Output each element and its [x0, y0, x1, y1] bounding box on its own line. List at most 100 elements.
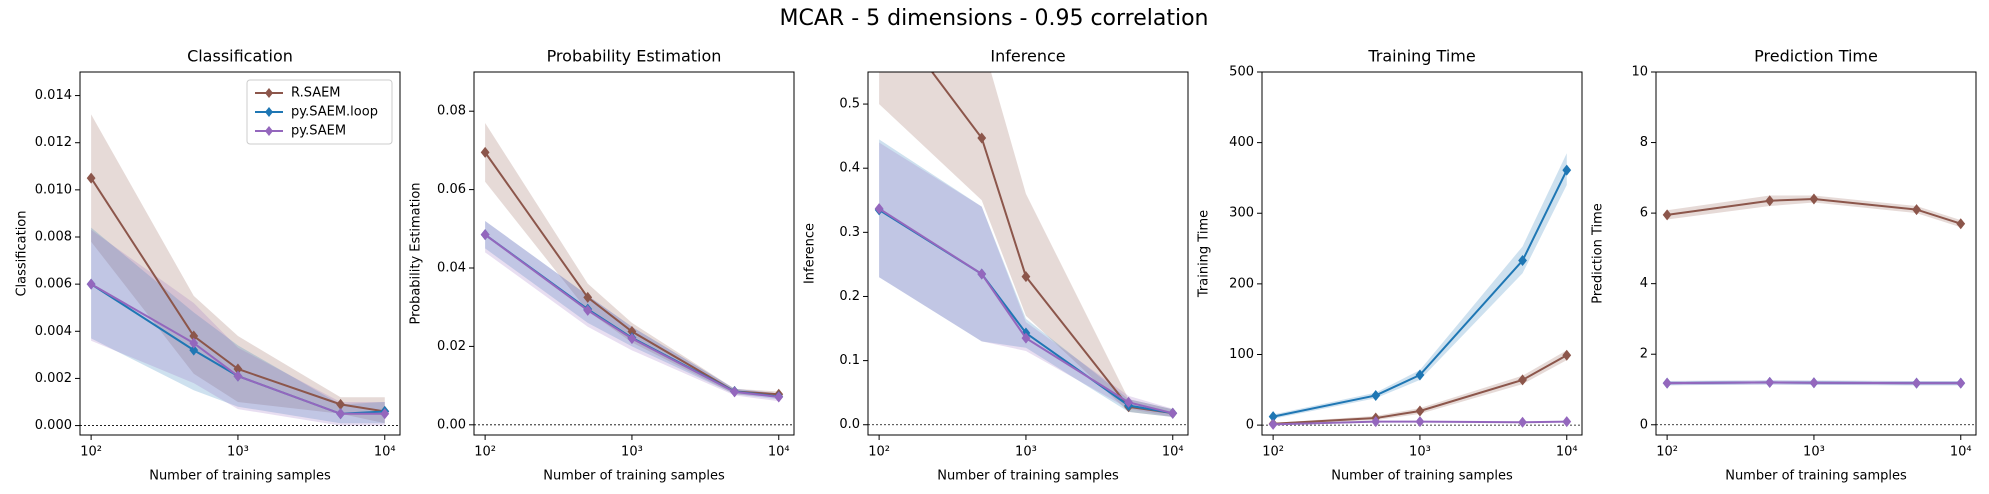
plot-area — [1656, 193, 1976, 426]
y-axis-label: Training Time — [1197, 210, 1212, 298]
x-tick-label: 10⁴ — [1162, 445, 1184, 460]
y-tick-label: 0.008 — [35, 230, 72, 245]
marker — [1168, 407, 1178, 419]
y-tick-label: 0.010 — [35, 182, 72, 197]
marker — [1765, 376, 1775, 388]
subplot: Training Time Number of training samples T… — [1197, 47, 1583, 484]
legend-box — [246, 79, 393, 145]
y-tick-label: 300 — [1229, 206, 1254, 221]
x-tick-label: 10⁴ — [768, 445, 790, 460]
y-tick-label: 0.2 — [839, 289, 860, 304]
y-tick-label: 0.3 — [839, 225, 860, 240]
y-tick-label: 2 — [1640, 347, 1648, 362]
y-tick-label: 0.02 — [437, 339, 466, 354]
legend: R.SAEM py.SAEM.loop py.SAEM — [246, 79, 393, 145]
x-tick-label: 10⁴ — [1556, 445, 1578, 460]
y-tick-label: 0.04 — [437, 261, 466, 276]
marker — [1912, 204, 1921, 216]
subplot: Classification Number of training samples… — [15, 47, 401, 484]
marker — [1415, 405, 1425, 417]
plot-area — [868, 72, 1188, 426]
x-tick-label: 10² — [868, 445, 890, 460]
y-tick-label: 0.006 — [35, 277, 72, 292]
y-tick-label: 0.1 — [839, 353, 860, 368]
x-axis-label: Number of training samples — [543, 469, 725, 484]
marker — [1371, 416, 1381, 428]
x-axis-label: Number of training samples — [937, 469, 1119, 484]
marker — [1268, 418, 1278, 430]
y-tick-label: 0.5 — [839, 97, 860, 112]
marker — [1518, 374, 1527, 386]
marker — [1562, 349, 1572, 361]
marker — [336, 398, 345, 410]
y-axis-label: Inference — [803, 223, 818, 284]
error-band — [1667, 195, 1961, 228]
marker — [1021, 271, 1031, 283]
subplot-title: Prediction Time — [1754, 47, 1878, 66]
marker — [1518, 255, 1527, 267]
x-axis-label: Number of training samples — [149, 469, 331, 484]
marker — [480, 229, 490, 241]
marker — [730, 386, 739, 398]
x-tick-label: 10² — [80, 445, 102, 460]
subplot-title: Classification — [187, 47, 293, 66]
marker — [233, 363, 243, 375]
error-band — [879, 139, 1173, 418]
y-tick-label: 0.4 — [839, 161, 860, 176]
x-tick-label: 10² — [1656, 445, 1678, 460]
marker — [1562, 416, 1572, 428]
x-tick-label: 10² — [1262, 445, 1284, 460]
axes-frame — [867, 71, 1189, 436]
y-tick-label: 0.000 — [35, 418, 72, 433]
marker — [86, 278, 96, 290]
marker — [1956, 218, 1966, 230]
subplot-title: Inference — [990, 47, 1065, 66]
marker — [380, 408, 390, 420]
y-tick-label: 0.002 — [35, 371, 72, 386]
y-tick-label: 4 — [1640, 276, 1648, 291]
marker — [189, 344, 199, 356]
error-band — [1273, 153, 1567, 419]
y-tick-label: 0.08 — [437, 104, 466, 119]
y-tick-label: 0 — [1640, 417, 1648, 432]
marker — [1124, 396, 1133, 408]
marker — [1809, 377, 1819, 389]
marker — [1662, 209, 1672, 221]
x-tick-label: 10³ — [1409, 445, 1431, 460]
y-tick-label: 0.06 — [437, 182, 466, 197]
y-tick-label: 100 — [1229, 347, 1254, 362]
x-axis-label: Number of training samples — [1331, 469, 1513, 484]
error-band — [91, 227, 385, 424]
axes-frame — [1655, 71, 1977, 436]
x-tick-label: 10³ — [1015, 445, 1037, 460]
plot-area — [474, 122, 794, 426]
marker — [1912, 377, 1921, 389]
subplot: Prediction Time Number of training sample… — [1591, 47, 1977, 484]
subplot-title: Probability Estimation — [547, 47, 722, 66]
plot-area — [80, 114, 400, 426]
marker — [1662, 377, 1672, 389]
marker — [874, 203, 884, 215]
error-band — [879, 142, 1173, 418]
legend-marker — [265, 126, 273, 136]
y-tick-label: 6 — [1640, 206, 1648, 221]
marker — [977, 268, 987, 280]
error-band — [485, 220, 779, 402]
marker — [1809, 193, 1819, 205]
y-tick-label: 0.00 — [437, 417, 466, 432]
y-axis-label: Prediction Time — [1591, 203, 1606, 304]
subplot: Inference Number of training samples Infer… — [803, 47, 1189, 484]
marker — [86, 172, 96, 184]
y-tick-label: 8 — [1640, 135, 1648, 150]
y-tick-label: 0.014 — [35, 88, 72, 103]
y-axis-label: Probability Estimation — [409, 182, 424, 324]
y-axis-label: Classification — [15, 210, 30, 296]
marker — [189, 330, 199, 342]
axes-frame — [1261, 71, 1583, 436]
marker — [1371, 389, 1381, 401]
marker — [1021, 332, 1031, 344]
legend-label: py.SAEM.loop — [291, 105, 378, 120]
marker — [583, 304, 593, 316]
marker — [1765, 195, 1775, 207]
